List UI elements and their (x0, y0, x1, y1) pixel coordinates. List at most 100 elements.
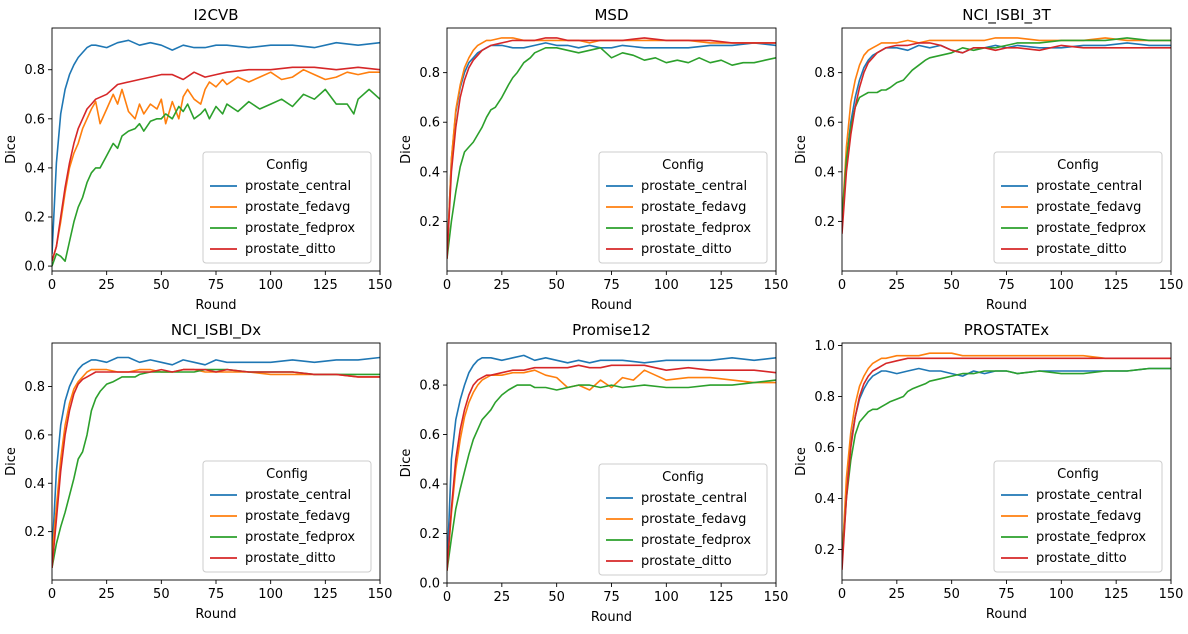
x-tick-label: 150 (1159, 587, 1184, 602)
series-lines (447, 37, 776, 259)
x-tick-label: 50 (548, 590, 565, 605)
x-tick-label: 125 (709, 590, 734, 605)
legend-box (993, 151, 1163, 264)
y-tick-label: 0.2 (814, 543, 835, 558)
x-tick-label: 25 (494, 590, 511, 605)
y-axis-label: Dice (399, 449, 414, 478)
y-tick-label: 1.0 (814, 339, 835, 354)
series-lines (842, 352, 1171, 570)
series-line-prostate_central (52, 356, 380, 556)
series-lines (52, 39, 380, 267)
chart-title: Promise12 (572, 321, 651, 339)
y-tick-label: 0.6 (419, 428, 440, 443)
x-tick-label: 125 (709, 278, 734, 293)
x-tick-label: 25 (98, 587, 115, 602)
x-axis-label: Round (986, 298, 1027, 313)
y-tick-label: 0.8 (814, 390, 835, 405)
x-tick-label: 75 (603, 590, 620, 605)
series-line-prostate_fedprox (447, 379, 776, 571)
legend: Config prostate_central prostate_fedavgpro… (202, 151, 372, 264)
x-tick-label: 50 (943, 278, 960, 293)
y-axis-label: Dice (4, 447, 19, 476)
x-tick-label: 0 (838, 278, 846, 293)
x-tick-label: 0 (48, 278, 56, 293)
series-line-prostate_fedavg (447, 369, 776, 571)
chart-title: NCI_ISBI_Dx (171, 321, 261, 340)
legend-item-prostate_ditto: prostate_ditto (641, 242, 732, 257)
chart-panel-nci_isbi_dx: NCI_ISBI_Dx 0 25 50 75 100 125 150 0.2 0.4 0.6 0.8 R… (4, 321, 392, 622)
y-tick-label: 0.6 (814, 441, 835, 456)
x-tick-label: 125 (313, 587, 338, 602)
legend-item-prostate_fedavg: prostate_fedavg (641, 200, 746, 215)
legend-box (202, 460, 372, 573)
legend-title: Config (662, 158, 704, 173)
legend-item-prostate_ditto: prostate_ditto (641, 554, 732, 569)
y-tick-label: 0.2 (24, 525, 45, 540)
y-tick-label: 0.4 (24, 161, 45, 176)
x-tick-label: 100 (1049, 587, 1074, 602)
y-tick-label: 0.6 (24, 428, 45, 443)
legend-item-prostate_fedprox: prostate_fedprox (641, 533, 751, 548)
legend-title: Config (1057, 467, 1099, 482)
series-line-prostate_ditto (52, 368, 380, 568)
y-tick-label: 0.6 (24, 112, 45, 127)
x-axis-label: Round (591, 610, 632, 625)
x-axis-label: Round (591, 298, 632, 313)
y-axis-label: Dice (4, 135, 19, 164)
series-line-prostate_central (447, 42, 776, 259)
series-lines (842, 37, 1171, 234)
x-tick-label: 50 (153, 278, 170, 293)
chart-panel-i2cvb: I2CVB 0 25 50 75 100 125 150 0.0 0.2 0.4 0.6 0.8 Roun… (4, 6, 392, 313)
legend-item-prostate_central: prostate_central (245, 179, 351, 194)
legend: Config prostate_central prostate_fedavgpro… (598, 463, 768, 576)
y-tick-label: 0.2 (24, 211, 45, 226)
legend-box (598, 151, 768, 264)
x-tick-label: 100 (1049, 278, 1074, 293)
series-line-prostate_central (52, 39, 380, 254)
y-tick-label: 0.2 (419, 215, 440, 230)
x-tick-label: 0 (838, 587, 846, 602)
legend-item-prostate_ditto: prostate_ditto (245, 242, 336, 257)
series-line-prostate_fedprox (842, 37, 1171, 222)
y-axis-label: Dice (794, 447, 809, 476)
x-tick-label: 0 (48, 587, 56, 602)
x-tick-label: 75 (998, 278, 1015, 293)
chart-title: I2CVB (194, 6, 239, 24)
x-tick-label: 150 (368, 587, 393, 602)
series-line-prostate_ditto (842, 42, 1171, 234)
legend-item-prostate_fedavg: prostate_fedavg (641, 512, 746, 527)
x-tick-label: 75 (998, 587, 1015, 602)
legend-item-prostate_ditto: prostate_ditto (245, 551, 336, 566)
legend-item-prostate_fedavg: prostate_fedavg (1036, 200, 1141, 215)
x-tick-label: 0 (443, 278, 451, 293)
x-tick-label: 50 (548, 278, 565, 293)
series-lines (447, 354, 776, 571)
legend-item-prostate_fedavg: prostate_fedavg (1036, 509, 1141, 524)
legend-item-prostate_central: prostate_central (1036, 488, 1142, 503)
y-tick-label: 0.4 (419, 165, 440, 180)
legend-item-prostate_fedprox: prostate_fedprox (245, 221, 355, 236)
legend-item-prostate_fedprox: prostate_fedprox (641, 221, 751, 236)
legend-item-prostate_fedavg: prostate_fedavg (245, 509, 350, 524)
y-tick-label: 0.8 (419, 66, 440, 81)
legend-title: Config (266, 158, 308, 173)
x-tick-label: 150 (764, 590, 789, 605)
y-tick-label: 0.8 (814, 66, 835, 81)
legend-title: Config (266, 467, 308, 482)
x-axis-label: Round (195, 298, 236, 313)
x-tick-label: 125 (1104, 278, 1129, 293)
legend-item-prostate_central: prostate_central (641, 491, 747, 506)
y-tick-label: 0.4 (419, 478, 440, 493)
chart-panel-prostatex: PROSTATEx 0 25 50 75 100 125 150 0.2 0.4 0.6 0.8 1.0… (794, 321, 1183, 622)
legend: Config prostate_central prostate_fedavgpro… (598, 151, 768, 264)
x-axis-label: Round (195, 607, 236, 622)
series-line-prostate_fedavg (52, 68, 380, 262)
chart-title: NCI_ISBI_3T (962, 6, 1051, 25)
x-axis-label: Round (986, 607, 1027, 622)
x-tick-label: 50 (943, 587, 960, 602)
x-tick-label: 125 (1104, 587, 1129, 602)
legend-box (598, 463, 768, 576)
x-tick-label: 125 (313, 278, 338, 293)
series-line-prostate_central (447, 354, 776, 571)
